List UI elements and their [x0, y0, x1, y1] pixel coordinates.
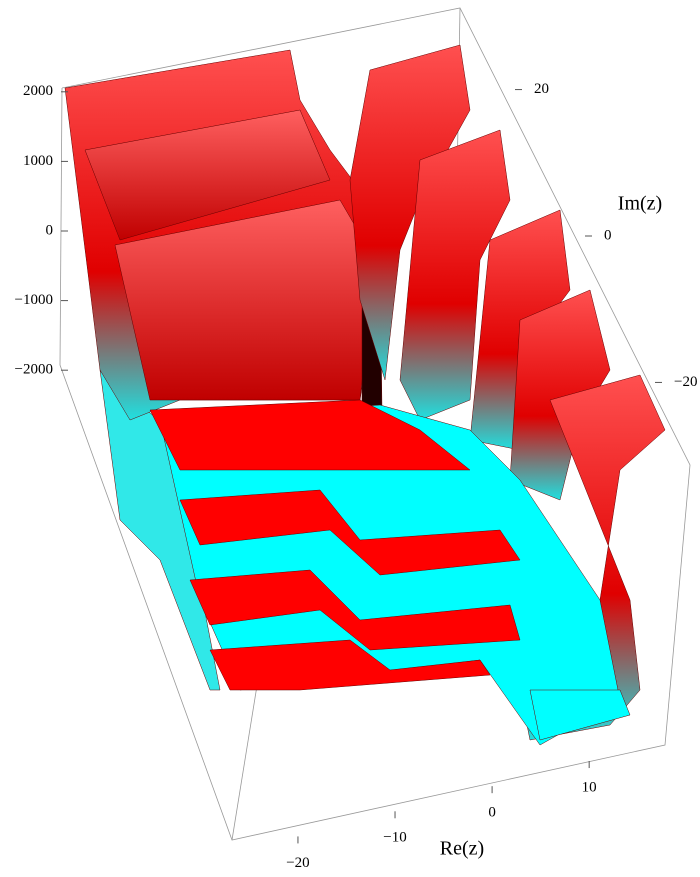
- x-tick-label: −20: [286, 855, 309, 871]
- y-axis-label: Im(z): [618, 193, 662, 215]
- x-tick-label: 0: [488, 805, 496, 821]
- surface-red-band: [149, 399, 471, 471]
- y-tick-label: −20: [674, 374, 697, 390]
- surface-cyan-tab: [529, 689, 631, 741]
- z-tick-label: −2000: [15, 362, 53, 378]
- z-tick-label: 2000: [23, 83, 53, 99]
- surface-red-band: [179, 489, 521, 576]
- surface-red-wall: [349, 44, 471, 381]
- surface: [64, 44, 666, 746]
- x-axis-label: Re(z): [440, 838, 484, 860]
- z-tick-label: −1000: [15, 292, 53, 308]
- surface-red-wall: [399, 129, 511, 421]
- x-tick-label: −10: [383, 830, 406, 846]
- surface-red-top: [84, 109, 331, 241]
- z-tick-label: 1000: [23, 153, 53, 169]
- surface-red-band: [209, 639, 491, 691]
- surface-red-band: [189, 569, 521, 651]
- y-tick-label: 0: [604, 227, 612, 243]
- x-tick-label: 10: [582, 779, 597, 795]
- y-tick-label: 20: [534, 81, 549, 97]
- z-tick-label: 0: [46, 222, 54, 238]
